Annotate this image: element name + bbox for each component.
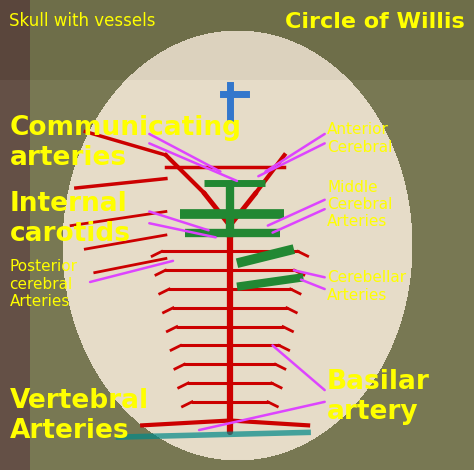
Text: Skull with vessels: Skull with vessels bbox=[9, 12, 156, 30]
Text: Circle of Willis: Circle of Willis bbox=[285, 12, 465, 32]
Text: Posterior
cerebral
Arteries: Posterior cerebral Arteries bbox=[9, 259, 77, 309]
Text: Internal
carotids: Internal carotids bbox=[9, 190, 130, 247]
Text: Anterior
Cerebral: Anterior Cerebral bbox=[327, 123, 392, 155]
Text: Communicating
arteries: Communicating arteries bbox=[9, 115, 241, 172]
Text: Vertebral
Arteries: Vertebral Arteries bbox=[9, 388, 149, 444]
Text: Basilar
artery: Basilar artery bbox=[327, 369, 430, 425]
Text: Middle
Cerebral
Arteries: Middle Cerebral Arteries bbox=[327, 180, 392, 229]
Text: Cerebellar
Arteries: Cerebellar Arteries bbox=[327, 271, 406, 303]
